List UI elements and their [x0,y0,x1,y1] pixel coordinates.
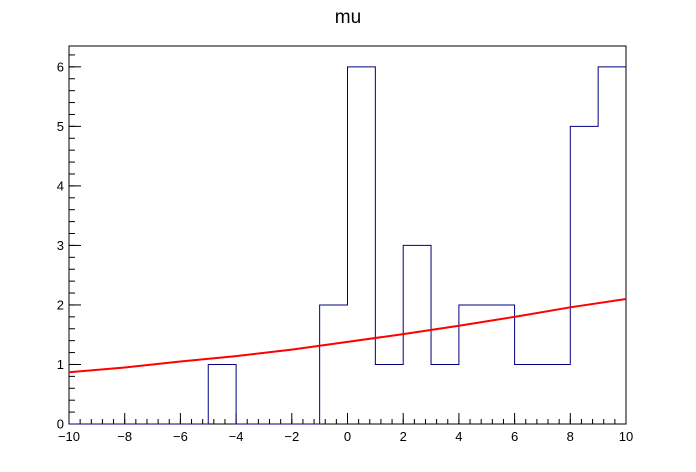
y-tick-label: 6 [57,59,64,74]
histogram-bin [515,364,543,424]
histogram-bin [375,364,403,424]
histogram-bin [320,305,348,424]
fit-curve-line [68,298,627,374]
histogram-bin [348,67,376,424]
chart-title: mu [335,7,361,28]
x-tick-label: 10 [619,429,633,444]
x-tick-label: 4 [455,429,462,444]
histogram-series [69,66,626,425]
fit-curve-series [68,298,627,374]
histogram-outline [69,66,626,425]
histogram-bin [598,67,626,424]
y-tick-label: 3 [57,238,64,253]
x-axis: −10 −8 −6 −4 −2 0 2 4 6 8 10 [58,413,633,444]
y-tick-label: 4 [57,178,64,193]
y-tick-label: 5 [57,119,64,134]
x-tick-label: −6 [173,429,188,444]
histogram-bin [208,364,236,424]
x-tick-label: −8 [117,429,132,444]
x-tick-label: −10 [58,429,80,444]
x-tick-label: 2 [400,429,407,444]
x-tick-label: 6 [511,429,518,444]
x-tick-label: 8 [567,429,574,444]
histogram-bin [542,364,570,424]
histogram-bin [487,305,515,424]
y-tick-label: 1 [57,357,64,372]
y-tick-label: 0 [57,417,64,432]
y-axis: 0 1 2 3 4 5 6 [57,54,81,432]
histogram-bin [403,245,431,424]
histogram-bin [570,126,598,424]
x-tick-label: −4 [229,429,244,444]
x-tick-label: 0 [344,429,351,444]
x-tick-label: −2 [284,429,299,444]
histogram-bin [431,364,459,424]
y-tick-label: 2 [57,297,64,312]
